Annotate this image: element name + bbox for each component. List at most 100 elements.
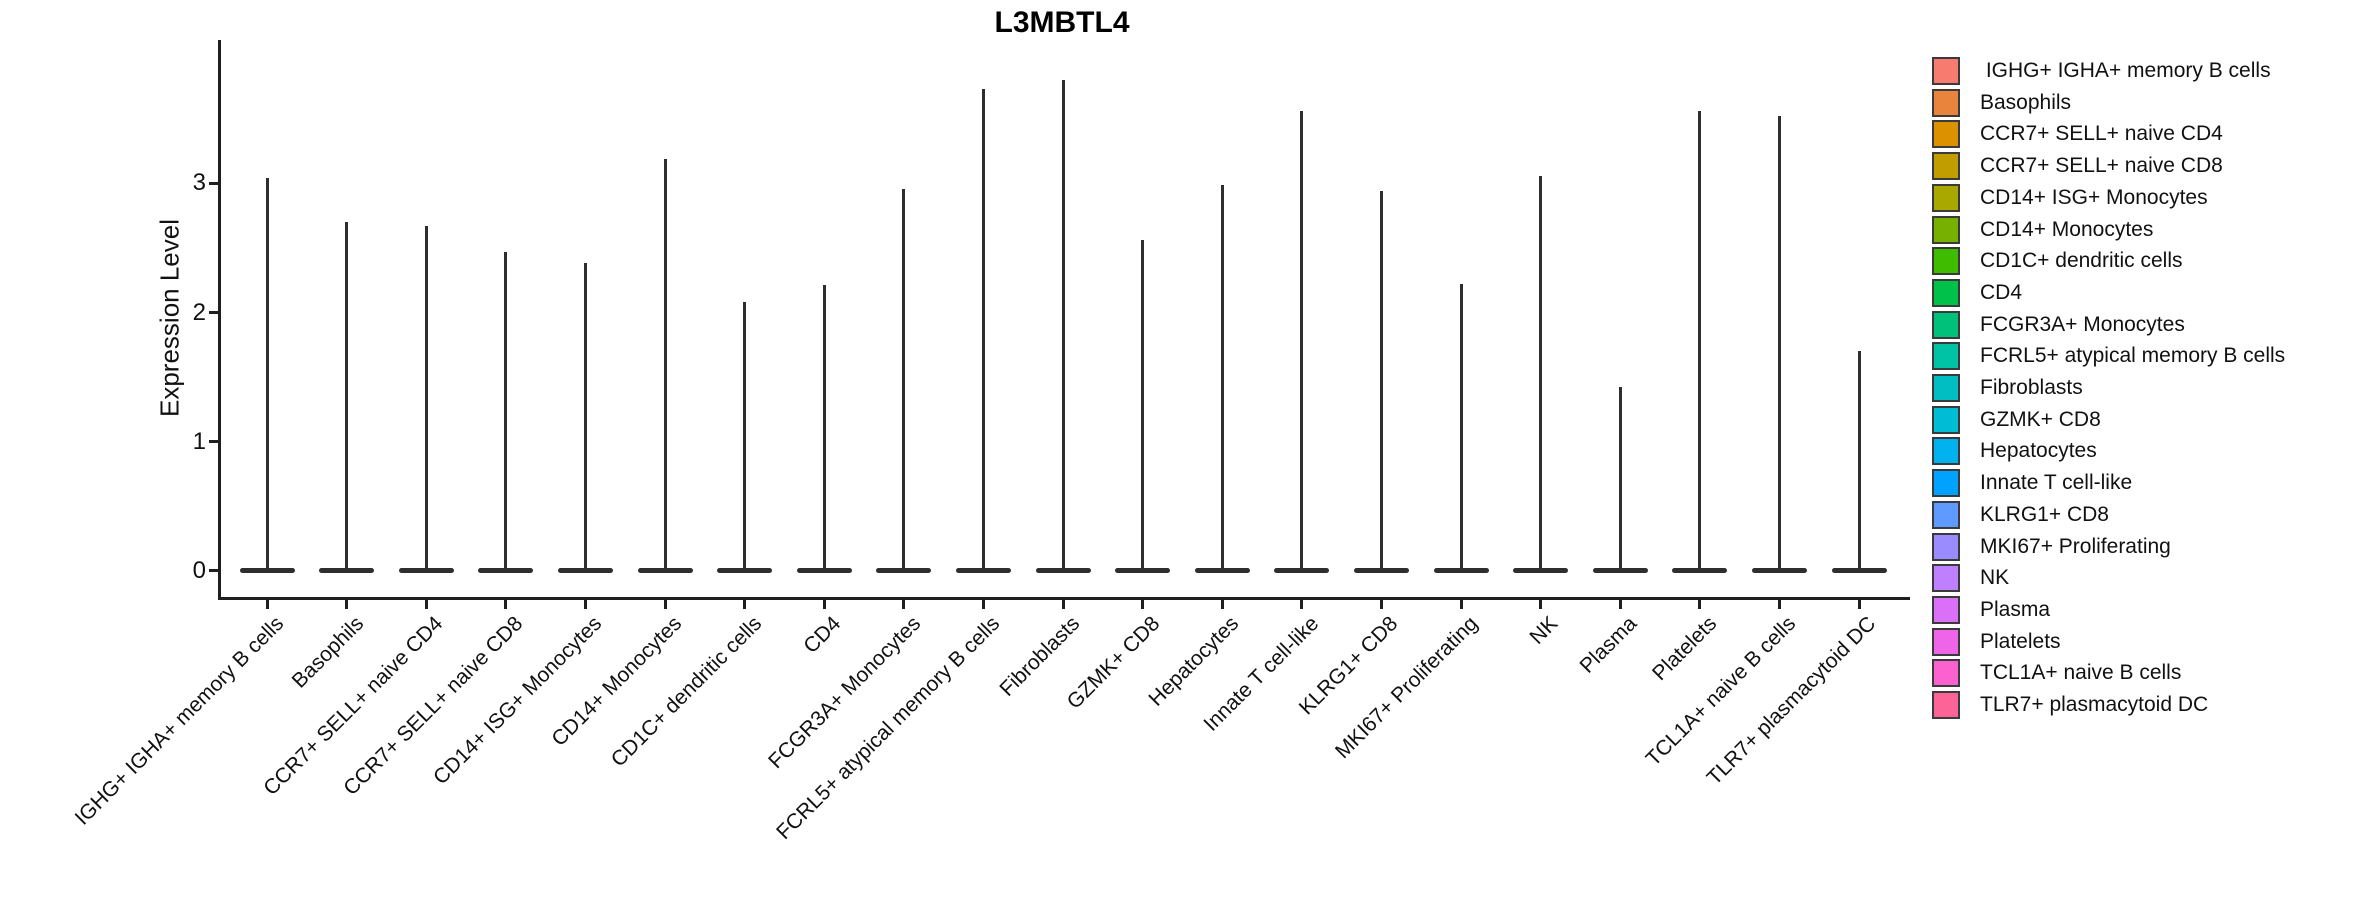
legend-color-swatch [1932, 278, 1960, 307]
legend-item: FCGR3A+ Monocytes [1932, 310, 2185, 339]
legend-color-swatch [1932, 437, 1960, 466]
legend-color-swatch [1932, 88, 1960, 117]
legend-item: KLRG1+ CD8 [1932, 500, 2109, 529]
y-tick-label: 3 [192, 169, 206, 197]
legend-label: CD14+ Monocytes [1980, 217, 2154, 241]
legend-label: Basophils [1980, 90, 2072, 114]
legend-label: CD4 [1980, 280, 2023, 304]
legend-label: TCL1A+ naive B cells [1980, 661, 2182, 685]
legend-color-swatch [1932, 374, 1960, 402]
legend-color-swatch [1932, 247, 1960, 276]
violin-spike [1300, 111, 1304, 571]
legend-color-swatch [1932, 532, 1960, 561]
violin-spike [1220, 184, 1224, 571]
legend-item: CD14+ ISG+ Monocytes [1932, 183, 2208, 212]
legend-color-swatch [1932, 627, 1960, 656]
violin-body [1672, 568, 1728, 574]
legend-color-swatch [1932, 215, 1960, 244]
legend-item: CD4 [1932, 278, 2023, 307]
x-tick-mark [424, 600, 428, 609]
x-tick-mark [743, 600, 747, 609]
legend-item: Fibroblasts [1932, 374, 2083, 402]
y-tick-mark [209, 440, 218, 444]
legend-color-swatch [1932, 57, 1960, 85]
violin-body [239, 568, 295, 574]
legend-label: GZMK+ CD8 [1980, 407, 2101, 431]
legend-item: GZMK+ CD8 [1932, 405, 2101, 434]
violin-spike [1061, 80, 1065, 571]
legend-item: MKI67+ Proliferating [1932, 532, 2171, 561]
y-tick-mark [209, 311, 218, 315]
y-tick-mark [209, 181, 218, 185]
x-tick-mark [1220, 600, 1224, 609]
violin-spike [822, 285, 826, 571]
legend-item: FCRL5+ atypical memory B cells [1932, 342, 2286, 371]
violin-spike [583, 263, 587, 571]
violin-spike [1539, 175, 1543, 571]
x-tick-mark [1300, 600, 1304, 609]
legend-label: CCR7+ SELL+ naive CD8 [1980, 154, 2223, 178]
violin-body [1433, 568, 1489, 574]
legend-label: MKI67+ Proliferating [1980, 534, 2171, 558]
x-tick-mark [1698, 600, 1702, 609]
legend-item: TLR7+ plasmacytoid DC [1932, 691, 2208, 719]
legend-color-swatch [1932, 564, 1960, 593]
x-tick-mark [345, 600, 349, 609]
violin-body [1831, 568, 1887, 574]
violin-spike [504, 251, 508, 571]
x-category-label: IGHG+ IGHA+ memory B cells [70, 612, 289, 830]
legend-label: Platelets [1980, 629, 2061, 653]
violin-spike [981, 89, 985, 571]
legend-label: FCRL5+ atypical memory B cells [1980, 344, 2286, 368]
violin-body [478, 568, 534, 574]
legend-color-swatch [1932, 342, 1960, 371]
violin-spike [265, 178, 269, 571]
violin-body [1194, 568, 1250, 574]
legend-item: IGHG+ IGHA+ memory B cells [1932, 57, 2271, 85]
x-tick-mark [265, 600, 269, 609]
violin-body [876, 568, 932, 574]
x-tick-mark [981, 600, 985, 609]
violin-body [557, 568, 613, 574]
x-tick-mark [902, 600, 906, 609]
plot-panel [218, 40, 1910, 600]
legend-item: Innate T cell-like [1932, 469, 2133, 498]
violin-spike [1698, 111, 1702, 571]
violin-body [1274, 568, 1330, 574]
x-tick-mark [822, 600, 826, 609]
violin-spike [1379, 191, 1383, 571]
x-tick-mark [1618, 600, 1622, 609]
violin-spike [1141, 240, 1145, 571]
x-tick-mark [1379, 600, 1383, 609]
legend-label: Innate T cell-like [1980, 471, 2133, 495]
legend-label: Hepatocytes [1980, 439, 2097, 463]
legend-label: NK [1980, 566, 2010, 590]
violin-spike [1777, 116, 1781, 571]
legend-item: TCL1A+ naive B cells [1932, 659, 2182, 688]
legend-color-swatch [1932, 469, 1960, 498]
legend-color-swatch [1932, 120, 1960, 149]
legend-item: CD1C+ dendritic cells [1932, 247, 2183, 276]
violin-body [319, 568, 375, 574]
legend-color-swatch [1932, 152, 1960, 181]
x-tick-mark [1777, 600, 1781, 609]
y-tick-mark [209, 569, 218, 573]
violin-body [637, 568, 693, 574]
legend-color-swatch [1932, 183, 1960, 212]
legend-color-swatch [1932, 659, 1960, 688]
violin-spike [1857, 351, 1861, 571]
x-tick-mark [663, 600, 667, 609]
violin-spike [345, 222, 349, 571]
violin-body [1115, 568, 1171, 574]
legend-label: Plasma [1980, 597, 2051, 621]
legend-item: CD14+ Monocytes [1932, 215, 2154, 244]
violin-spike [1618, 387, 1622, 571]
y-tick-label: 2 [192, 298, 206, 326]
violin-body [1035, 568, 1091, 574]
violin-body [1592, 568, 1648, 574]
violin-body [1513, 568, 1569, 574]
violin-spike [1459, 284, 1463, 571]
x-tick-mark [583, 600, 587, 609]
legend-label: TLR7+ plasmacytoid DC [1980, 693, 2209, 716]
legend-label: CD14+ ISG+ Monocytes [1980, 185, 2208, 209]
